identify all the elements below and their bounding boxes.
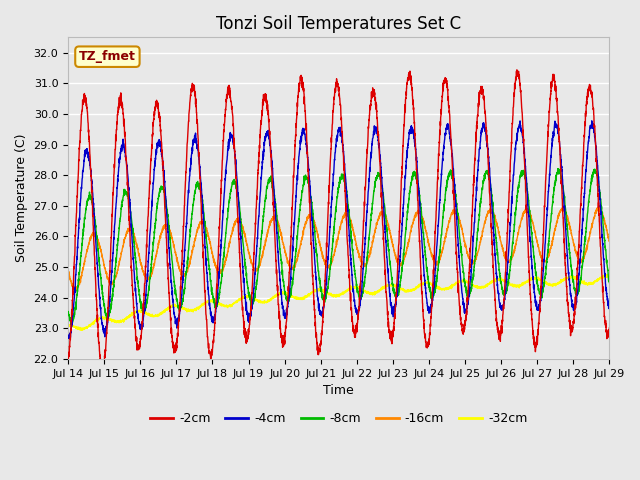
Text: TZ_fmet: TZ_fmet: [79, 50, 136, 63]
Y-axis label: Soil Temperature (C): Soil Temperature (C): [15, 134, 28, 263]
Title: Tonzi Soil Temperatures Set C: Tonzi Soil Temperatures Set C: [216, 15, 461, 33]
Legend: -2cm, -4cm, -8cm, -16cm, -32cm: -2cm, -4cm, -8cm, -16cm, -32cm: [145, 407, 532, 430]
X-axis label: Time: Time: [323, 384, 354, 397]
